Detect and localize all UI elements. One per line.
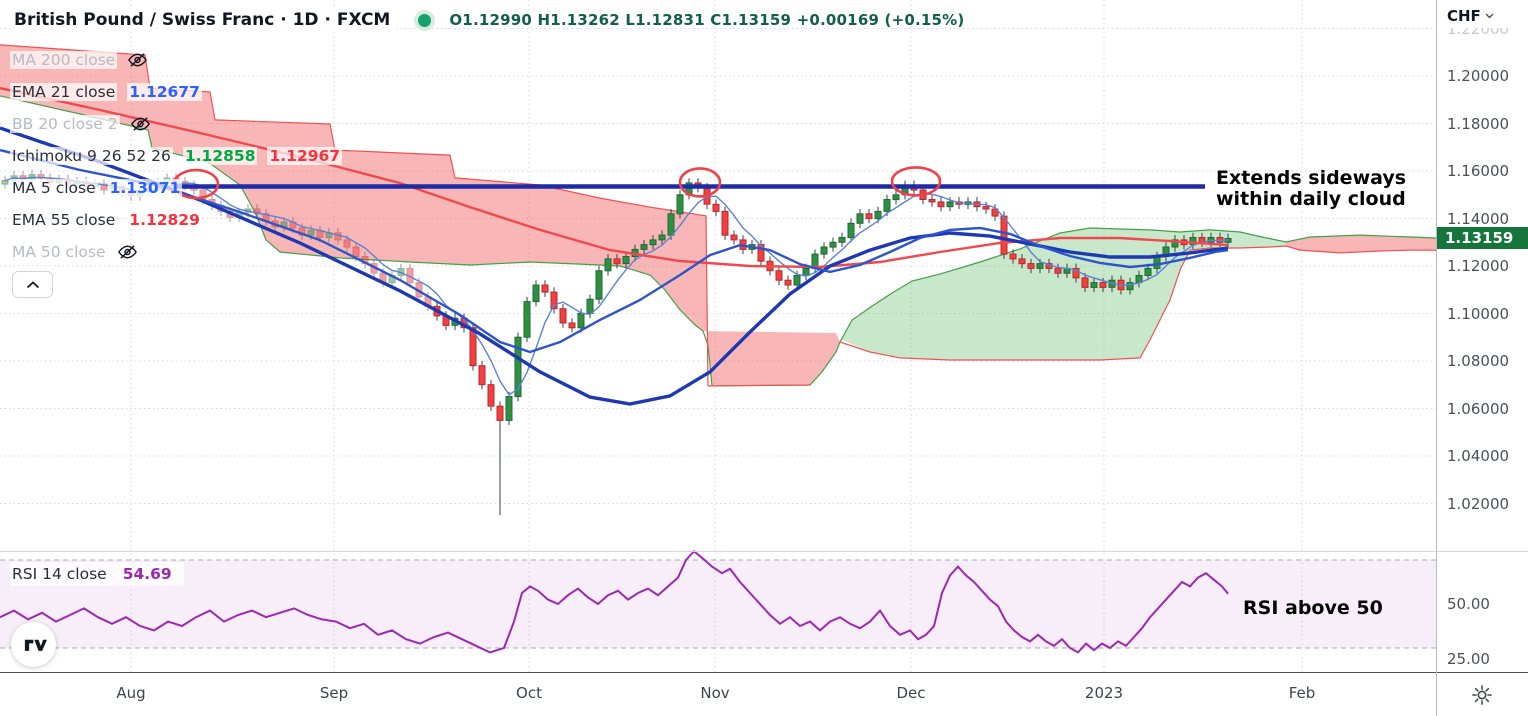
cloud-annotation-text: Extends sideways within daily cloud xyxy=(1216,167,1407,210)
chevron-down-icon xyxy=(1485,13,1494,19)
indicator-row-ma200[interactable]: MA 200 close xyxy=(10,44,342,76)
price-tick-label: 1.04000 xyxy=(1447,447,1510,465)
eye-off-icon[interactable] xyxy=(127,52,148,68)
time-axis-label: 2023 xyxy=(1084,684,1124,702)
symbol-title[interactable]: British Pound / Swiss Franc · 1D · FXCM xyxy=(10,9,395,31)
rsi-annotation-text: RSI above 50 xyxy=(1243,597,1383,619)
price-axis[interactable]: CHF 1.13159 1.22000 1.20000 1.18000 1.16000… xyxy=(1437,0,1528,716)
indicator-value: 1.12858 xyxy=(182,147,258,165)
rsi-tick-label: 50.00 xyxy=(1447,595,1490,613)
indicator-label: EMA 55 close xyxy=(10,211,118,229)
price-tick-label: 1.12000 xyxy=(1447,257,1510,275)
time-axis-label: Nov xyxy=(700,684,730,702)
eye-off-icon[interactable] xyxy=(117,244,138,260)
price-axis-separator[interactable] xyxy=(1436,0,1437,716)
market-status-dot[interactable] xyxy=(418,13,432,27)
settings-gear-icon[interactable] xyxy=(1468,681,1496,709)
price-tick-label: 1.06000 xyxy=(1447,399,1510,418)
ohlc-values: O1.12990 H1.13262 L1.12831 C1.13159 +0.0… xyxy=(449,11,965,29)
indicator-value: 1.12829 xyxy=(127,211,202,229)
indicator-value: 1.12967 xyxy=(267,147,343,165)
indicator-label: MA 50 close xyxy=(10,243,108,261)
rsi-label: RSI 14 close xyxy=(12,565,107,583)
indicator-row-ema55[interactable]: EMA 55 close 1.12829 xyxy=(10,204,342,236)
time-axis[interactable]: Aug Sep Oct Nov Dec 2023 Feb xyxy=(0,673,1436,716)
time-axis-label: Dec xyxy=(896,684,926,702)
tradingview-logo[interactable] xyxy=(11,622,56,667)
price-tick-label: 1.16000 xyxy=(1447,162,1510,180)
indicator-row-ma50[interactable]: MA 50 close xyxy=(10,236,342,268)
indicator-row-ema21[interactable]: EMA 21 close 1.12677 xyxy=(10,76,342,108)
price-tick-label: 1.14000 xyxy=(1447,209,1510,228)
indicator-row-bb20[interactable]: BB 20 close 2 xyxy=(10,108,342,140)
currency-label[interactable]: CHF xyxy=(1447,4,1517,28)
indicator-label: MA 200 close xyxy=(10,51,118,69)
rsi-tick-label: 25.00 xyxy=(1447,650,1490,668)
eye-off-icon[interactable] xyxy=(130,116,151,132)
rsi-indicator-row[interactable]: RSI 14 close 54.69 xyxy=(10,562,184,586)
symbol-header: British Pound / Swiss Franc · 1D · FXCM … xyxy=(10,9,964,31)
price-tick-label: 1.18000 xyxy=(1447,114,1510,133)
last-price-badge: 1.13159 xyxy=(1437,227,1528,250)
time-axis-label: Aug xyxy=(116,684,146,702)
indicator-value: 1.12677 xyxy=(127,83,202,101)
time-axis-label: Feb xyxy=(1288,684,1316,702)
indicator-label: Ichimoku 9 26 52 26 xyxy=(10,147,173,165)
indicator-row-ichimoku[interactable]: Ichimoku 9 26 52 26 1.12858 1.12967 xyxy=(10,140,343,172)
collapse-indicators-button[interactable] xyxy=(12,271,53,298)
indicator-value: 1.13071 xyxy=(107,179,183,197)
pane-separator[interactable] xyxy=(0,551,1528,552)
price-tick-label: 1.10000 xyxy=(1447,304,1510,323)
price-tick-label: 1.20000 xyxy=(1447,67,1510,85)
price-tick-label: 1.02000 xyxy=(1447,494,1510,513)
indicator-row-ma5[interactable]: MA 5 close 1.13071 xyxy=(10,172,342,204)
indicator-label: BB 20 close 2 xyxy=(10,115,120,133)
axis-separator xyxy=(0,672,1528,673)
chevron-up-icon xyxy=(26,280,39,288)
rsi-value: 54.69 xyxy=(120,565,174,583)
indicator-legend: MA 200 close EMA 21 close 1.12677 BB 20 … xyxy=(10,44,343,268)
indicator-label: MA 5 close xyxy=(10,179,98,197)
currency-text: CHF xyxy=(1447,7,1481,25)
price-tick-label: 1.08000 xyxy=(1447,352,1510,370)
time-axis-label: Oct xyxy=(516,684,542,702)
indicator-label: EMA 21 close xyxy=(10,83,118,101)
time-axis-label: Sep xyxy=(319,684,349,702)
